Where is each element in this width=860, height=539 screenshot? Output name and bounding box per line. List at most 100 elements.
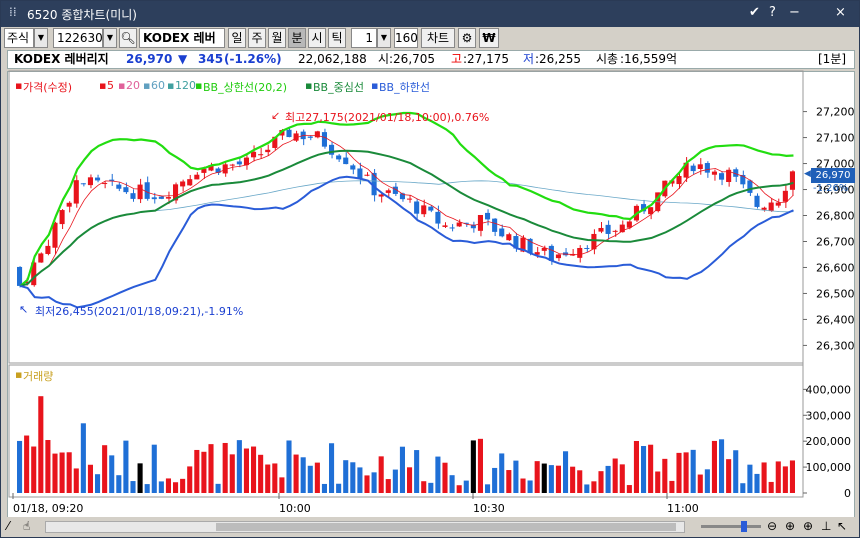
bb-lower-line bbox=[20, 175, 794, 309]
volume-bar bbox=[534, 461, 540, 493]
candle bbox=[683, 162, 689, 178]
minimize-button[interactable]: − bbox=[789, 5, 800, 20]
candle bbox=[506, 234, 512, 241]
candle bbox=[782, 190, 788, 202]
chart-button[interactable]: 차트 bbox=[421, 28, 455, 48]
pin-button[interactable]: ✔ bbox=[749, 5, 760, 20]
volume-bar bbox=[165, 478, 171, 493]
crosshair-icon[interactable]: ⊥ bbox=[821, 519, 832, 533]
volume-bar bbox=[378, 456, 384, 493]
volume-value: 22,062,188 bbox=[298, 52, 367, 66]
period-week-tab[interactable]: 주 bbox=[248, 28, 266, 48]
change-value: 345 bbox=[198, 52, 224, 66]
volume-bar bbox=[343, 460, 349, 493]
legend-bb-upper: BB_상한선(20,2) bbox=[203, 81, 288, 94]
volume-bar bbox=[130, 481, 136, 493]
current-pct-tag: -1.26% bbox=[813, 183, 849, 194]
volume-bar bbox=[633, 440, 639, 493]
volume-bar bbox=[591, 481, 597, 493]
period-tick-tab[interactable]: 틱 bbox=[328, 28, 346, 48]
candle bbox=[378, 194, 384, 197]
hand-icon[interactable]: ☝ bbox=[23, 519, 31, 533]
volume-bar bbox=[66, 452, 72, 493]
market-dropdown-icon[interactable]: ▼ bbox=[34, 28, 48, 48]
market-select[interactable]: 주식 bbox=[4, 28, 34, 48]
close-button[interactable]: × bbox=[835, 5, 846, 20]
candle bbox=[626, 221, 632, 228]
high-annotation: 최고27,175(2021/01/18,10:00),0.76% bbox=[285, 111, 490, 124]
change-arrow-icon: ▼ bbox=[178, 52, 188, 66]
zoom-out-icon[interactable]: ⊖ bbox=[767, 519, 778, 533]
volume-bar bbox=[116, 475, 122, 493]
volume-bar bbox=[173, 482, 179, 493]
candle bbox=[236, 161, 242, 165]
volume-bar bbox=[676, 452, 682, 493]
candle bbox=[222, 164, 228, 174]
candle bbox=[109, 179, 115, 181]
interval-input[interactable]: 1 bbox=[351, 28, 377, 48]
draw-line-icon[interactable]: ⁄ bbox=[7, 519, 10, 533]
candle bbox=[371, 172, 377, 196]
volume-bar bbox=[73, 468, 79, 493]
interval-dropdown-icon[interactable]: ▼ bbox=[377, 28, 391, 48]
candle bbox=[591, 233, 597, 250]
volume-bar bbox=[463, 480, 469, 493]
won-icon[interactable]: ₩ bbox=[479, 28, 499, 48]
stock-name-field[interactable]: KODEX 레버리 bbox=[139, 28, 225, 48]
volume-bar bbox=[605, 465, 611, 493]
candle bbox=[38, 253, 44, 263]
code-input[interactable]: 122630 bbox=[53, 28, 103, 48]
low-annotation: 최저26,455(2021/01/18,09:21),-1.91% bbox=[35, 305, 244, 318]
help-button[interactable]: ? bbox=[769, 5, 776, 20]
current-price-tag: 26,970 bbox=[811, 168, 855, 183]
candle bbox=[726, 169, 732, 182]
code-dropdown-icon[interactable]: ▼ bbox=[103, 28, 117, 48]
volume-bar bbox=[683, 452, 689, 493]
candle bbox=[173, 184, 179, 201]
title-bar[interactable]: ⁞⁞ 6520 종합차트(미니) ✔ ? − × bbox=[1, 1, 859, 27]
zoom-slider-handle[interactable] bbox=[741, 521, 747, 532]
candle bbox=[492, 218, 498, 232]
volume-bar bbox=[109, 455, 115, 493]
volume-bar bbox=[215, 483, 221, 493]
volume-bar bbox=[350, 462, 356, 493]
volume-bar bbox=[286, 440, 292, 493]
scrollbar-thumb[interactable] bbox=[216, 523, 676, 531]
period-day-tab[interactable]: 일 bbox=[228, 28, 246, 48]
candle bbox=[598, 227, 604, 232]
cursor-icon[interactable]: ↖ bbox=[837, 519, 848, 533]
candle bbox=[421, 205, 427, 215]
search-icon[interactable]: 🔍︎ bbox=[119, 28, 137, 48]
volume-bar bbox=[499, 453, 505, 493]
volume-bar bbox=[38, 396, 44, 493]
period-month-tab[interactable]: 월 bbox=[268, 28, 286, 48]
count-input[interactable]: 160 bbox=[394, 28, 418, 48]
zoom-fit-icon[interactable]: ⊕ bbox=[803, 519, 814, 533]
volume-bar bbox=[761, 462, 767, 493]
change-percent: (-1.26%) bbox=[224, 52, 282, 66]
volume-bar bbox=[45, 440, 51, 493]
volume-bar bbox=[527, 480, 533, 493]
volume-bar bbox=[506, 470, 512, 493]
candle bbox=[180, 181, 186, 187]
volume-bar bbox=[711, 440, 717, 493]
zoom-slider[interactable] bbox=[701, 521, 761, 532]
volume-bar bbox=[485, 484, 491, 493]
horizontal-scrollbar[interactable] bbox=[45, 521, 685, 533]
zoom-in-icon[interactable]: ⊕ bbox=[785, 519, 796, 533]
volume-tick-label: 200,000 bbox=[806, 435, 852, 448]
price-tick-label: 26,400 bbox=[816, 313, 855, 326]
interval-tag: [1분] bbox=[818, 52, 847, 66]
volume-bar bbox=[428, 482, 434, 493]
grip-icon[interactable]: ⁞⁞ bbox=[9, 5, 17, 19]
volume-bar bbox=[151, 444, 157, 493]
legend-ma60: 60 bbox=[151, 79, 165, 92]
gear-icon[interactable]: ⚙ bbox=[458, 28, 476, 48]
candle bbox=[208, 165, 214, 171]
candle bbox=[137, 184, 143, 200]
period-hour-tab[interactable]: 시 bbox=[308, 28, 326, 48]
period-minute-tab[interactable]: 분 bbox=[288, 28, 306, 48]
volume-bar bbox=[782, 466, 788, 493]
legend-ma120-marker: ▪ bbox=[167, 79, 175, 92]
